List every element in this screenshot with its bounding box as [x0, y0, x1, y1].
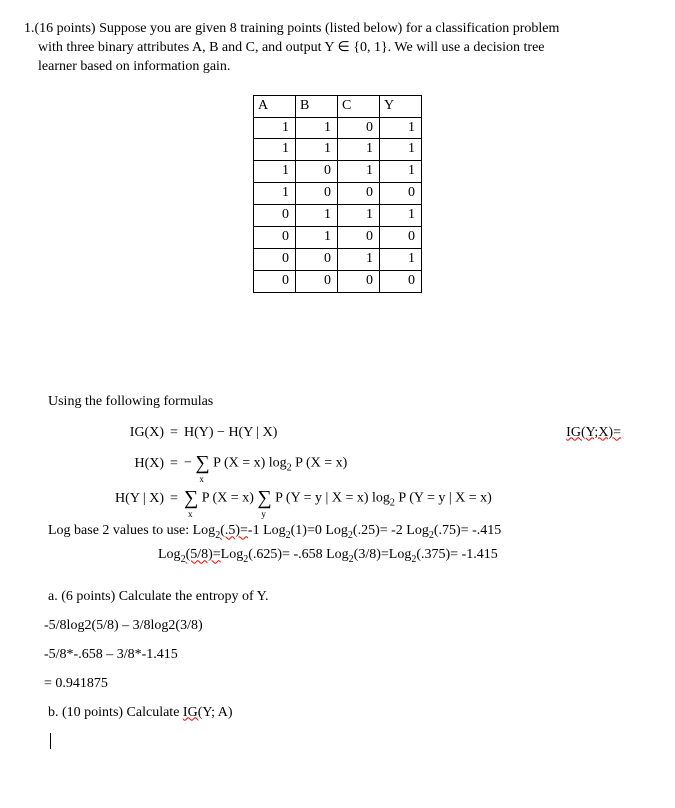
table-cell: 1 — [296, 227, 338, 249]
table-cell: 0 — [380, 183, 422, 205]
table-cell: 1 — [254, 139, 296, 161]
table-cell: 1 — [380, 248, 422, 270]
formula-hyx: H(Y | X) = ∑x P (X = x) ∑y P (Y = y | X … — [72, 485, 651, 512]
table-row: 0111 — [254, 205, 422, 227]
problem-number: 1.(16 points) — [24, 21, 96, 36]
part-a-work3: = 0.941875 — [44, 675, 651, 694]
table-cell: 1 — [380, 117, 422, 139]
table-cell: 0 — [296, 161, 338, 183]
part-a-label: a. (6 points) Calculate the entropy of Y… — [48, 588, 651, 607]
table-cell: 1 — [296, 117, 338, 139]
table-row: 1101 — [254, 117, 422, 139]
table-header: C — [338, 95, 380, 117]
table-cell: 0 — [338, 183, 380, 205]
table-cell: 0 — [338, 117, 380, 139]
table-cell: 1 — [338, 161, 380, 183]
table-row: 0100 — [254, 227, 422, 249]
problem-line3: learner based on information gain. — [38, 59, 230, 74]
table-header: Y — [380, 95, 422, 117]
table-row: 0011 — [254, 248, 422, 270]
table-cell: 1 — [380, 205, 422, 227]
table-cell: 1 — [296, 139, 338, 161]
problem-line2: with three binary attributes A, B and C,… — [38, 40, 545, 55]
formula-intro: Using the following formulas — [48, 393, 651, 412]
part-a-work1: -5/8log2(5/8) – 3/8log2(3/8) — [44, 617, 651, 636]
ig-yx-note: IG(Y;X)= — [566, 424, 621, 443]
table-cell: 0 — [296, 248, 338, 270]
table-row: 1111 — [254, 139, 422, 161]
formula-ig: IG(X) = H(Y) − H(Y | X) — [94, 424, 566, 443]
table-header: A — [254, 95, 296, 117]
table-header: B — [296, 95, 338, 117]
training-data-table: ABCY 11011111101110000111010000110000 — [253, 95, 422, 293]
table-cell: 0 — [338, 270, 380, 292]
table-row: 1000 — [254, 183, 422, 205]
table-cell: 0 — [338, 227, 380, 249]
table-cell: 0 — [254, 227, 296, 249]
table-cell: 1 — [254, 161, 296, 183]
table-cell: 1 — [254, 117, 296, 139]
table-cell: 1 — [296, 205, 338, 227]
problem-statement: 1.(16 points) Suppose you are given 8 tr… — [24, 20, 651, 77]
table-cell: 1 — [338, 205, 380, 227]
table-cell: 1 — [338, 248, 380, 270]
table-row: 1011 — [254, 161, 422, 183]
table-cell: 1 — [380, 139, 422, 161]
table-cell: 0 — [254, 248, 296, 270]
table-cell: 0 — [296, 183, 338, 205]
part-a-work2: -5/8*-.658 – 3/8*-1.415 — [44, 646, 651, 665]
table-cell: 0 — [254, 205, 296, 227]
problem-line1: Suppose you are given 8 training points … — [99, 21, 559, 36]
table-cell: 0 — [296, 270, 338, 292]
text-cursor — [48, 733, 651, 752]
part-b-label: b. (10 points) Calculate IG(Y; A) — [48, 704, 651, 723]
table-cell: 1 — [380, 161, 422, 183]
table-cell: 0 — [380, 227, 422, 249]
table-cell: 1 — [254, 183, 296, 205]
table-cell: 0 — [254, 270, 296, 292]
table-row: 0000 — [254, 270, 422, 292]
table-cell: 0 — [380, 270, 422, 292]
formula-hx: H(X) = − ∑x P (X = x) log2 P (X = x) — [94, 450, 651, 477]
table-cell: 1 — [338, 139, 380, 161]
log-values: Log base 2 values to use: Log2(.5)=-1 Lo… — [48, 520, 651, 568]
